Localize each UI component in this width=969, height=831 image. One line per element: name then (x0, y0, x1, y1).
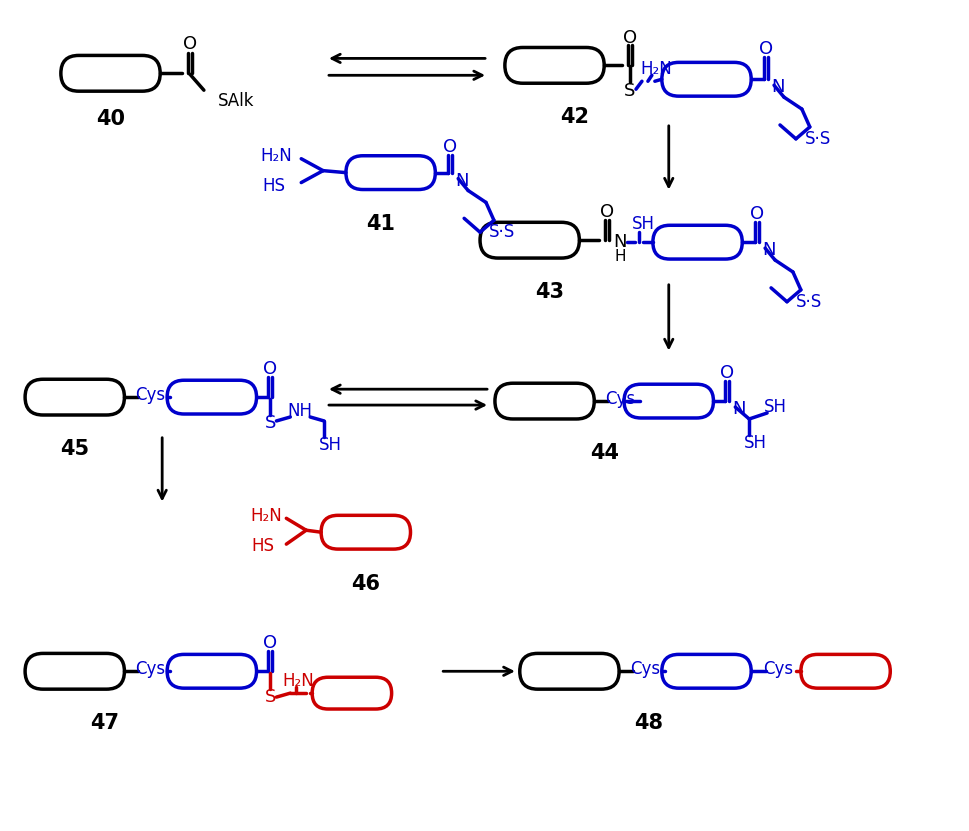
Text: NH: NH (288, 402, 312, 420)
Text: H₂N: H₂N (250, 507, 282, 525)
Text: Cys: Cys (135, 386, 165, 404)
Text: 44: 44 (589, 443, 618, 463)
Text: O: O (759, 41, 772, 58)
Text: O: O (264, 634, 277, 652)
Text: 45: 45 (60, 439, 89, 459)
Text: S·S: S·S (488, 224, 515, 241)
Text: 43: 43 (535, 282, 564, 302)
Text: H₂N: H₂N (640, 61, 672, 78)
Text: Cys: Cys (763, 661, 793, 678)
Text: H₂N: H₂N (261, 147, 292, 165)
Text: O: O (749, 205, 764, 224)
Text: N: N (612, 234, 626, 251)
Text: SAlk: SAlk (218, 92, 254, 111)
Text: 40: 40 (96, 109, 125, 129)
Text: S: S (624, 82, 635, 101)
Text: SH: SH (631, 215, 654, 234)
Text: SH: SH (763, 398, 786, 416)
Text: O: O (720, 364, 734, 382)
Text: N: N (762, 241, 775, 259)
Text: 47: 47 (90, 713, 119, 733)
Text: 46: 46 (351, 574, 380, 594)
Text: Cys: Cys (135, 661, 165, 678)
Text: Cys: Cys (629, 661, 659, 678)
Text: N: N (770, 78, 784, 96)
Text: 41: 41 (366, 214, 394, 234)
Text: H: H (613, 248, 625, 263)
Text: H₂N: H₂N (282, 672, 314, 691)
Text: S: S (265, 688, 276, 706)
Text: HS: HS (251, 537, 273, 555)
Text: O: O (622, 28, 637, 47)
Text: HS: HS (262, 176, 285, 194)
Text: O: O (183, 36, 197, 53)
Text: SH: SH (743, 434, 766, 452)
Text: 42: 42 (559, 107, 588, 127)
Text: S: S (265, 414, 276, 432)
Text: N: N (732, 400, 745, 418)
Text: O: O (600, 204, 613, 221)
Text: O: O (264, 361, 277, 378)
Text: S·S: S·S (804, 130, 830, 148)
Text: 48: 48 (634, 713, 663, 733)
Text: SH: SH (318, 435, 341, 454)
Text: S·S: S·S (795, 293, 821, 311)
Text: Cys: Cys (605, 390, 635, 408)
Text: N: N (454, 171, 468, 189)
Text: O: O (443, 138, 456, 155)
